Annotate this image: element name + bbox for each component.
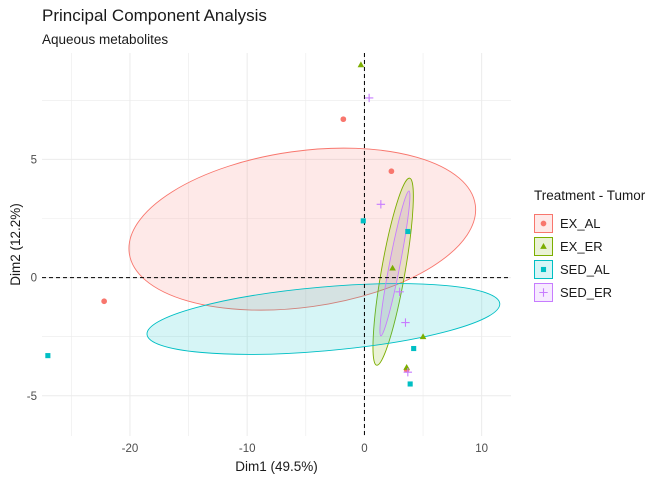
legend-item-ex-er: EX_ER [534,235,645,258]
data-points [45,61,427,387]
ellipse-ex-al [128,147,477,311]
point-ex-er [357,61,365,68]
legend-key [534,237,553,256]
legend-items: EX_AL EX_ER SED_AL SED_ER [534,212,645,304]
legend-label: SED_AL [560,262,610,277]
point-sed-er [403,367,413,377]
legend-item-sed-er: SED_ER [534,281,645,304]
tick-labels: -20 -10 0 10 -5 0 5 [27,154,488,455]
ellipse-sed-al [146,283,501,355]
chart-title: Principal Component Analysis [42,6,267,25]
x-axis-label: Dim1 (49.5%) [235,459,318,474]
legend-label: EX_ER [560,239,603,254]
ellipse-sed-er [379,190,411,337]
point-sed-er [376,200,386,209]
point-ex-er [389,264,396,271]
point-ex-al [388,168,395,175]
point-sed-al [411,345,417,352]
x-tick-label: -10 [239,443,256,455]
confidence-ellipses [128,147,501,366]
x-tick-label: 0 [361,443,367,455]
reference-lines [42,53,511,436]
legend-marker-circle [540,220,547,227]
legend-marker-plus [539,288,548,297]
y-axis-label: Dim2 (12.2%) [8,203,23,286]
point-ex-er [403,363,410,370]
point-sed-er [401,318,410,327]
legend-label: SED_ER [560,285,613,300]
legend-marker-square [540,266,547,273]
legend-marker-triangle [540,243,547,249]
y-tick-label: 0 [31,273,37,285]
point-sed-er [364,93,374,103]
point-sed-er [395,287,404,296]
legend: Treatment - Tumor EX_AL EX_ER SED_AL SED_ER [534,188,645,304]
point-ex-al [340,116,347,123]
y-tick-label: 5 [31,154,37,166]
legend-title: Treatment - Tumor [534,188,646,203]
point-sed-al [405,228,411,235]
legend-key [534,214,553,233]
ellipse-ex-er [372,177,414,366]
legend-item-ex-al: EX_AL [534,212,645,235]
legend-key [534,260,553,279]
point-ex-er [419,333,427,340]
y-tick-label: -5 [27,391,37,403]
point-sed-al [407,381,413,387]
point-sed-al [360,218,366,224]
chart-subtitle: Aqueous metabolites [42,32,169,47]
point-sed-al [45,353,51,359]
x-tick-label: 10 [475,443,488,455]
legend-label: EX_AL [560,216,601,231]
point-ex-al [101,298,107,305]
legend-key [534,283,553,302]
x-tick-label: -20 [122,443,139,455]
legend-item-sed-al: SED_AL [534,258,645,281]
